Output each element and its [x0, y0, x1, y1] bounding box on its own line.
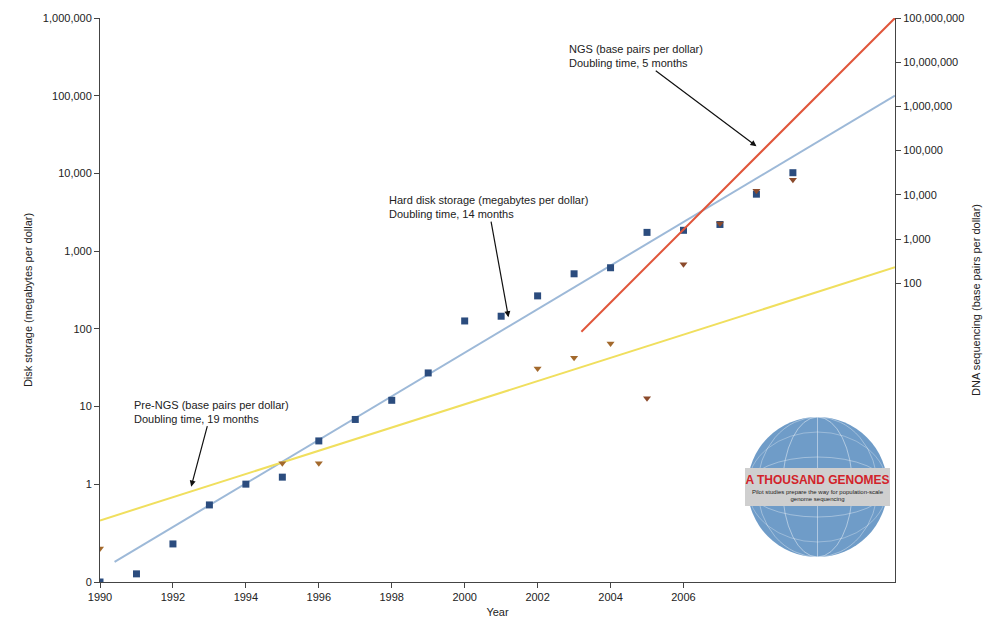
html-text:A THOUSAND GENOMES: A THOUSAND GENOMES	[745, 473, 890, 487]
svg-text:Pre-NGS (base pairs per dollar: Pre-NGS (base pairs per dollar)Doubling …	[134, 399, 289, 425]
svg-text:2004: 2004	[598, 591, 622, 603]
svg-text:1996: 1996	[307, 591, 331, 603]
svg-text:1,000: 1,000	[64, 245, 92, 257]
svg-text:2002: 2002	[525, 591, 549, 603]
html-text:Pilot studies prepare the way: Pilot studies prepare the way for popula…	[752, 489, 883, 502]
svg-text:100,000: 100,000	[52, 90, 92, 102]
svg-text:1994: 1994	[234, 591, 258, 603]
svg-text:10,000: 10,000	[903, 189, 937, 201]
svg-text:100: 100	[73, 323, 91, 335]
svg-text:1: 1	[86, 478, 92, 490]
svg-text:0: 0	[86, 576, 92, 588]
svg-text:DNA sequencing (base pairs per: DNA sequencing (base pairs per dollar)	[970, 204, 982, 396]
svg-text:2000: 2000	[452, 591, 476, 603]
svg-text:10,000,000: 10,000,000	[903, 56, 958, 68]
svg-text:100,000,000: 100,000,000	[903, 12, 964, 24]
svg-text:10: 10	[80, 400, 92, 412]
svg-text:1,000,000: 1,000,000	[903, 100, 952, 112]
svg-text:Year: Year	[486, 606, 509, 618]
svg-text:1998: 1998	[379, 591, 403, 603]
svg-text:100,000: 100,000	[903, 144, 943, 156]
svg-text:1,000,000: 1,000,000	[43, 12, 92, 24]
svg-text:NGS (base pairs per dollar)Dou: NGS (base pairs per dollar)Doubling time…	[569, 43, 703, 69]
svg-text:Disk storage (megabytes per do: Disk storage (megabytes per dollar)	[22, 213, 34, 387]
svg-text:10,000: 10,000	[58, 167, 92, 179]
svg-text:1990: 1990	[88, 591, 112, 603]
svg-text:1,000: 1,000	[903, 233, 931, 245]
svg-text:2006: 2006	[671, 591, 695, 603]
svg-text:100: 100	[903, 277, 921, 289]
svg-text:Hard disk storage (megabytes p: Hard disk storage (megabytes per dollar)…	[389, 194, 588, 220]
svg-text:1992: 1992	[161, 591, 185, 603]
